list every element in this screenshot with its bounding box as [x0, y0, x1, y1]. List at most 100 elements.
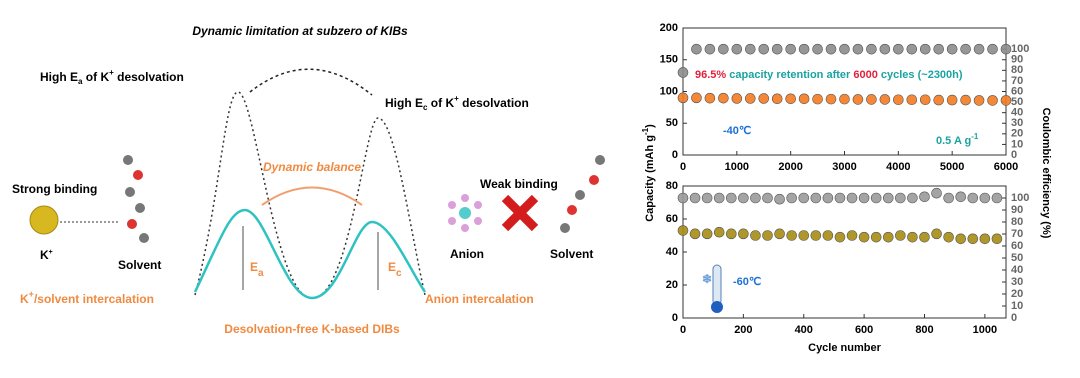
- data-point: [750, 192, 761, 204]
- data-point: [750, 230, 761, 241]
- data-point: [919, 94, 931, 106]
- y2-tick-label: 50: [1011, 252, 1023, 264]
- data-point: [731, 93, 743, 104]
- data-point: [879, 43, 891, 55]
- data-point: [846, 192, 858, 204]
- data-point: [677, 192, 689, 204]
- y2-tick-label: 10: [1011, 300, 1023, 312]
- data-point: [846, 230, 858, 241]
- x-tick-label: 1000: [973, 324, 997, 336]
- y-axis-title-part: Capacity (mAh g: [644, 135, 656, 222]
- y2-tick-label: 50: [1011, 96, 1023, 108]
- anion-molecule: [448, 194, 482, 232]
- cross: [501, 194, 539, 232]
- y-axis-title-part: -1: [641, 127, 650, 135]
- data-point: [834, 192, 846, 204]
- data-point: [758, 93, 770, 104]
- data-point: [866, 43, 877, 55]
- y-tick-label: 150: [660, 54, 678, 66]
- y2-tick-label: 40: [1011, 107, 1023, 119]
- data-point: [725, 228, 737, 240]
- data-point: [701, 228, 713, 240]
- right-process: Anion intercalation: [425, 292, 534, 306]
- data-point: [677, 225, 689, 236]
- y2-tick-label: 40: [1011, 264, 1023, 276]
- data-point: [955, 233, 967, 245]
- x-axis-title: Cycle number: [808, 342, 881, 354]
- retention-part: cycles: [878, 69, 918, 81]
- data-point: [931, 228, 942, 240]
- data-point: [955, 191, 967, 203]
- data-point: [943, 231, 954, 243]
- data-point: [907, 231, 918, 243]
- data-point: [943, 192, 954, 204]
- data-point: [907, 192, 918, 204]
- data-point: [677, 67, 689, 78]
- data-point: [785, 43, 796, 55]
- data-point: [704, 92, 716, 104]
- data-point: [973, 95, 985, 106]
- data-point: [967, 192, 979, 204]
- data-point: [744, 43, 756, 55]
- data-point: [744, 93, 756, 104]
- retention-part: 6000: [853, 69, 877, 81]
- x-tick-label: 6000: [994, 161, 1018, 173]
- data-point: [919, 231, 930, 243]
- data-point: [919, 43, 931, 55]
- data-point: [691, 43, 702, 55]
- data-point: [713, 226, 725, 238]
- x-tick-label: 0: [680, 161, 686, 173]
- data-point: [852, 43, 864, 55]
- plot-frame: [682, 185, 1007, 319]
- data-point: [858, 231, 870, 243]
- weak-binding: Weak binding: [480, 177, 558, 191]
- y2-tick-label: 90: [1011, 54, 1023, 66]
- data-point: [786, 192, 797, 204]
- y2-tick-label: 30: [1011, 276, 1023, 288]
- y2-tick-label: 100: [1011, 43, 1029, 55]
- data-point: [895, 230, 906, 241]
- x-tick-label: 0: [680, 324, 686, 336]
- y-tick-label: 0: [672, 149, 678, 161]
- y2-tick-label: 60: [1011, 85, 1023, 97]
- data-point: [858, 192, 870, 204]
- data-point: [731, 43, 743, 55]
- data-point: [933, 94, 945, 106]
- data-point: [738, 192, 749, 204]
- anion-label: Anion: [450, 247, 484, 261]
- data-point: [960, 43, 971, 55]
- data-point: [798, 230, 810, 241]
- data-point: [771, 43, 783, 55]
- solvent-left: Solvent: [118, 258, 161, 272]
- left-barrier-label: High Ea of K+ desolvation: [40, 68, 184, 86]
- data-point: [825, 43, 837, 55]
- data-point: [991, 233, 1003, 245]
- x-tick-label: 600: [855, 324, 873, 336]
- rate-part: 0.5 A g: [936, 135, 971, 147]
- data-point: [987, 95, 998, 106]
- retention-part: capacity retention after: [726, 69, 853, 81]
- y-tick-label: 200: [660, 22, 678, 34]
- data-point: [967, 233, 979, 245]
- solvent-molecule: [560, 155, 605, 233]
- data-point: [786, 230, 797, 241]
- x-tick-label: 400: [795, 324, 813, 336]
- left-process: K+/solvent intercalation: [20, 289, 154, 306]
- data-point: [762, 192, 773, 204]
- y2-tick-label: 70: [1011, 228, 1023, 240]
- y2-tick-label: 0: [1011, 149, 1017, 161]
- y-tick-label: 100: [660, 85, 678, 97]
- y-tick-label: 40: [666, 246, 678, 258]
- data-point: [931, 187, 942, 199]
- data-point: [879, 94, 891, 105]
- data-point: [919, 191, 930, 203]
- data-point: [718, 92, 729, 104]
- data-point: [946, 43, 958, 55]
- data-point: [774, 228, 785, 240]
- data-point: [979, 233, 991, 245]
- data-point: [893, 94, 904, 106]
- data-point: [771, 93, 783, 105]
- data-point: [866, 94, 877, 105]
- data-point: [812, 43, 823, 55]
- rate-part: -1: [971, 132, 979, 141]
